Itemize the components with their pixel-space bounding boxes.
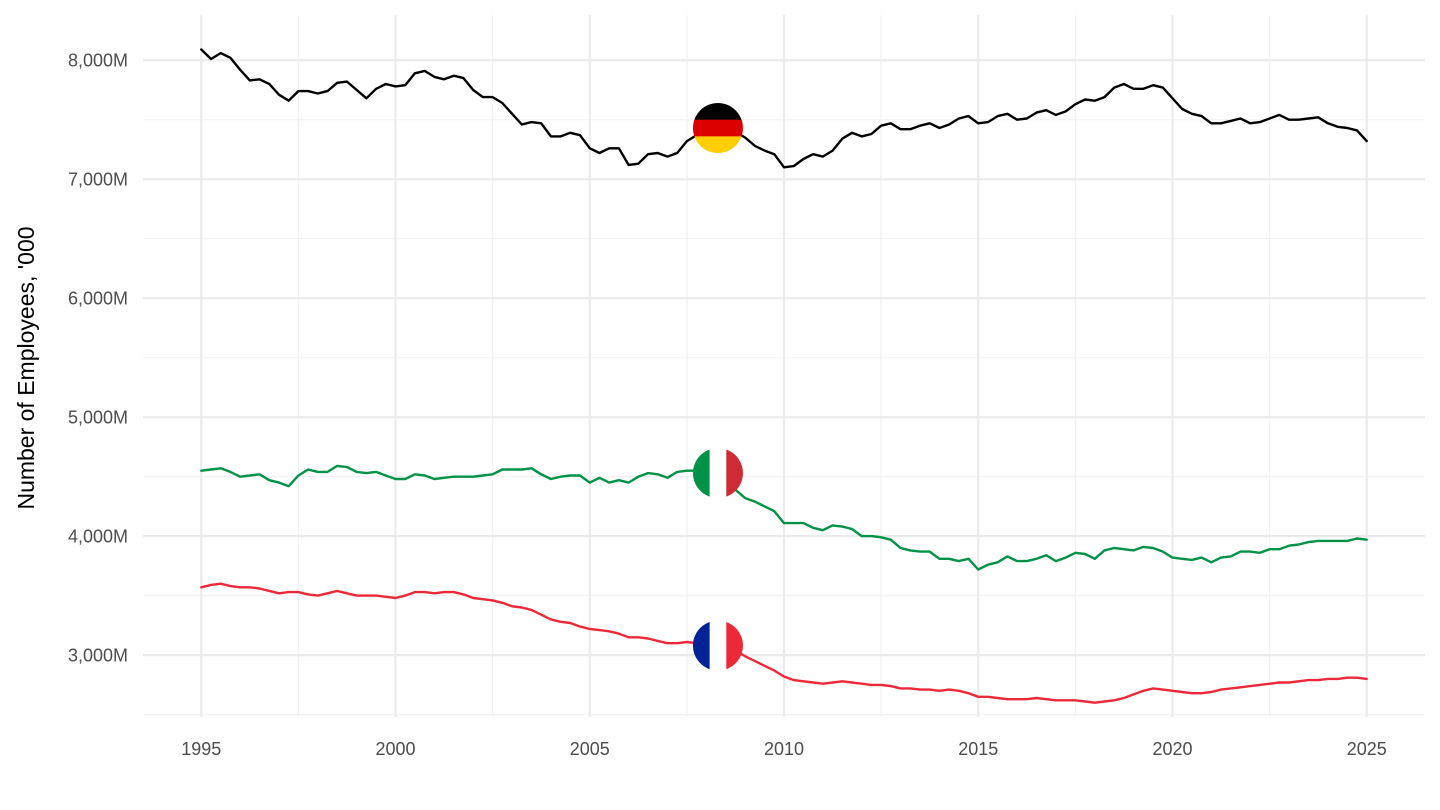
italy-series-line [200,464,1368,571]
x-tick-label: 2000 [375,739,415,759]
flag-stripe [709,620,727,671]
y-tick-label: 6,000M [68,289,128,309]
flag-markers [692,103,743,671]
france-series-line [200,582,1368,704]
y-tick-label: 3,000M [68,646,128,666]
y-tick-label: 4,000M [68,527,128,547]
series-lines [200,48,1368,704]
flag-stripe [692,136,743,154]
flag-stripe [709,448,727,499]
x-tick-label: 2005 [570,739,610,759]
y-axis-tick-labels: 3,000M 4,000M 5,000M 6,000M 7,000M 8,000M [68,51,128,666]
france-flag-icon [692,620,743,671]
x-tick-label: 2020 [1152,739,1192,759]
germany-flag-icon [692,103,743,154]
flag-stripe [692,119,743,137]
flag-stripe [726,448,743,499]
flag-stripe [692,448,711,499]
flag-stripe [692,103,743,121]
x-tick-label: 1995 [181,739,221,759]
x-axis-tick-labels: 1995 2000 2005 2010 2015 2020 2025 [181,739,1387,759]
germany-series-line [200,48,1368,169]
x-tick-label: 2010 [764,739,804,759]
x-tick-label: 2025 [1347,739,1387,759]
y-tick-label: 7,000M [68,170,128,190]
major-gridlines [143,15,1425,717]
y-axis-title: Number of Employees, '000 [13,226,39,509]
flag-stripe [726,620,743,671]
flag-stripe [692,620,711,671]
x-tick-label: 2015 [958,739,998,759]
y-tick-label: 5,000M [68,408,128,428]
italy-flag-icon [692,448,743,499]
y-tick-label: 8,000M [68,51,128,71]
